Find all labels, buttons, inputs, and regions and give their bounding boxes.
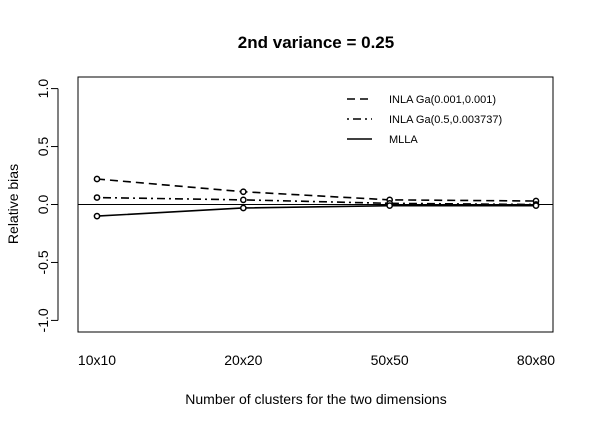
series-1-point: [239, 188, 247, 196]
series-3-point: [386, 202, 394, 210]
series-line-1: [96, 178, 537, 202]
x-axis-label: Number of clusters for the two dimension…: [185, 391, 446, 407]
series-3-point: [239, 204, 247, 212]
chart-title: 2nd variance = 0.25: [238, 33, 394, 52]
series-line-3: [96, 204, 536, 217]
legend-label-1: INLA Ga(0.001,0.001): [389, 94, 496, 106]
legend-label-3: MLLA: [389, 134, 418, 146]
series-2-point: [239, 196, 247, 204]
y-tick-label: 0.5: [35, 137, 51, 157]
y-tick-label: -0.5: [35, 250, 51, 274]
y-axis-label: Relative bias: [5, 164, 21, 244]
legend-label-2: INLA Ga(0.5,0.003737): [389, 114, 502, 126]
y-tick-label: 0.0: [35, 195, 51, 215]
y-tick-label: -1.0: [35, 308, 51, 332]
series-lines: [96, 178, 537, 217]
x-tick-label: 10x10: [78, 352, 116, 368]
series-3-point: [532, 202, 540, 210]
series-1-point: [93, 175, 101, 183]
x-axis: 10x10 20x20 50x50 80x80: [78, 352, 555, 368]
series-points: [93, 175, 540, 220]
y-tick-label: 1.0: [35, 79, 51, 99]
series-line-2: [96, 196, 537, 206]
x-tick-label: 80x80: [517, 352, 555, 368]
series-3-point: [93, 212, 101, 220]
legend: INLA Ga(0.001,0.001) INLA Ga(0.5,0.003737…: [347, 94, 502, 146]
x-tick-label: 50x50: [371, 352, 409, 368]
x-tick-label: 20x20: [224, 352, 262, 368]
series-2-point: [93, 194, 101, 201]
y-axis: -1.0 -0.5 0.0 0.5 1.0: [35, 79, 59, 332]
